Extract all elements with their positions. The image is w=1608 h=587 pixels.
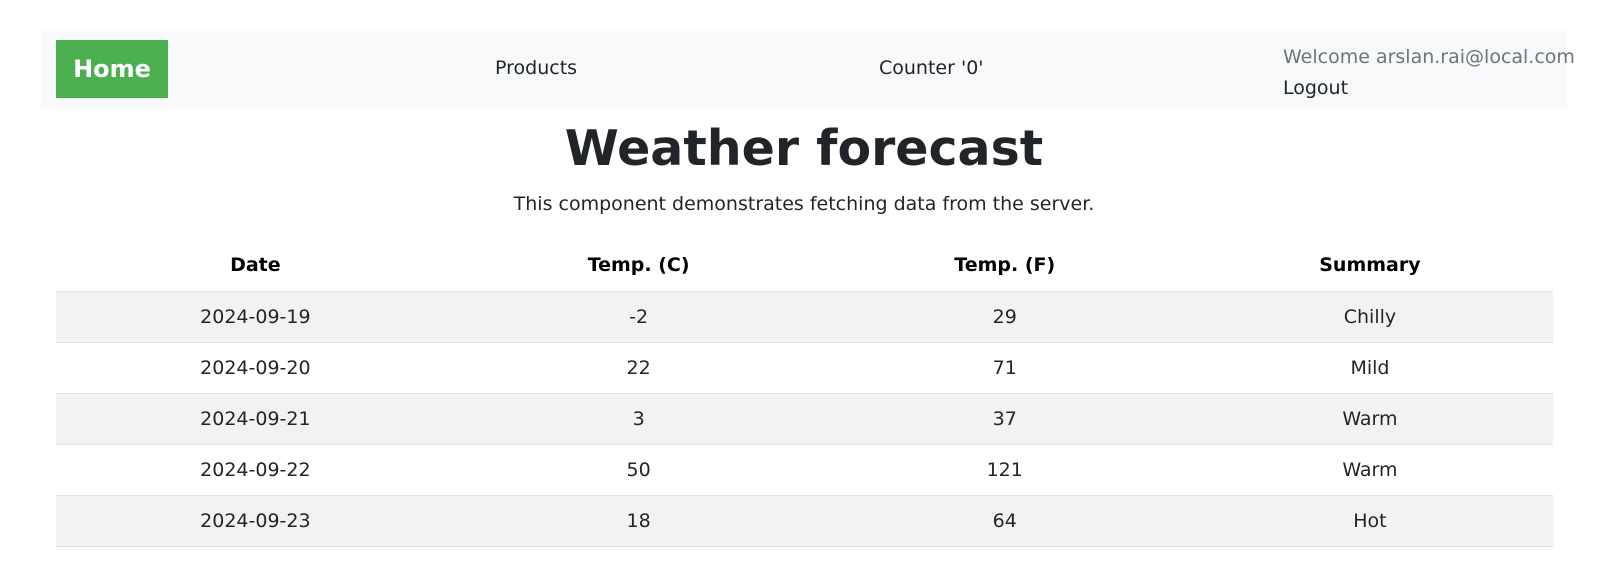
cell-date: 2024-09-22 — [56, 444, 455, 496]
cell-temp-c: 22 — [454, 342, 823, 394]
column-header-temp-c: Temp. (C) — [454, 240, 823, 292]
cell-temp-c: 18 — [454, 495, 823, 547]
logout-link[interactable]: Logout — [1283, 77, 1349, 99]
cell-temp-f: 37 — [822, 393, 1187, 445]
cell-date: 2024-09-21 — [56, 393, 455, 445]
cell-temp-c: 3 — [454, 393, 823, 445]
page-title: Weather forecast — [564, 120, 1044, 177]
forecast-table: Date Temp. (C) Temp. (F) Summary 2024-09… — [56, 240, 1553, 547]
page-subtitle: This component demonstrates fetching dat… — [513, 193, 1095, 215]
cell-date: 2024-09-23 — [56, 495, 455, 547]
table-row: 2024-09-23 18 64 Hot — [56, 495, 1553, 547]
cell-temp-f: 64 — [822, 495, 1187, 547]
cell-temp-c: 50 — [454, 444, 823, 496]
cell-temp-f: 71 — [822, 342, 1187, 394]
cell-summary: Mild — [1186, 342, 1553, 394]
table-row: 2024-09-20 22 71 Mild — [56, 342, 1553, 394]
user-box: Welcome arslan.rai@local.com Logout — [1283, 42, 1575, 104]
table-row: 2024-09-21 3 37 Warm — [56, 393, 1553, 445]
cell-temp-f: 29 — [822, 291, 1187, 343]
cell-summary: Warm — [1186, 393, 1553, 445]
nav-link-products[interactable]: Products — [495, 57, 578, 79]
cell-temp-f: 121 — [822, 444, 1187, 496]
table-row: 2024-09-19 -2 29 Chilly — [56, 291, 1553, 343]
column-header-temp-f: Temp. (F) — [822, 240, 1187, 292]
cell-summary: Hot — [1186, 495, 1553, 547]
column-header-summary: Summary — [1186, 240, 1553, 292]
table-row: 2024-09-22 50 121 Warm — [56, 444, 1553, 496]
cell-summary: Chilly — [1186, 291, 1553, 343]
cell-temp-c: -2 — [454, 291, 823, 343]
column-header-date: Date — [56, 240, 455, 292]
cell-date: 2024-09-19 — [56, 291, 455, 343]
navbar: Home Products Counter '0' Welcome arslan… — [41, 29, 1575, 109]
cell-summary: Warm — [1186, 444, 1553, 496]
home-button[interactable]: Home — [56, 40, 168, 98]
welcome-text: Welcome arslan.rai@local.com — [1283, 46, 1575, 68]
nav-link-counter[interactable]: Counter '0' — [879, 57, 984, 79]
table-header-row: Date Temp. (C) Temp. (F) Summary — [56, 240, 1553, 292]
cell-date: 2024-09-20 — [56, 342, 455, 394]
